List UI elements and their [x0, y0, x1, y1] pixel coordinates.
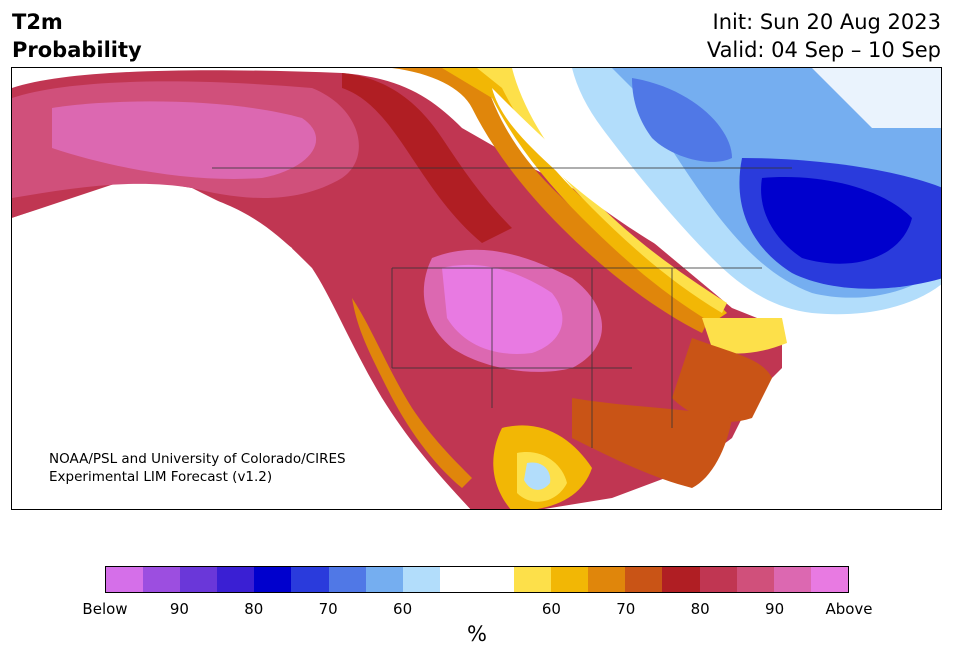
colorbar-cell [736, 567, 774, 592]
colorbar-cell [180, 567, 218, 592]
colorbar-tick-label: 70 [318, 600, 338, 618]
plot-title: T2m Probability [12, 8, 142, 64]
colorbar-unit: % [467, 622, 487, 646]
probability-map [11, 67, 942, 510]
forecast-dates: Init: Sun 20 Aug 2023 Valid: 04 Sep – 10… [707, 8, 941, 64]
colorbar-tick-label: 60 [541, 600, 561, 618]
colorbar-cell [143, 567, 181, 592]
colorbar-cell [402, 567, 440, 592]
colorbar-tick-label: 70 [616, 600, 636, 618]
colorbar-cell [588, 567, 626, 592]
colorbar-tick-label: Above [825, 600, 873, 618]
colorbar-tick-label: 90 [169, 600, 189, 618]
colorbar-cell [699, 567, 737, 592]
map-credit: NOAA/PSL and University of Colorado/CIRE… [49, 450, 346, 486]
colorbar-cell [254, 567, 292, 592]
colorbar-cell [551, 567, 589, 592]
colorbar-cell [439, 567, 477, 592]
map-shading [12, 68, 941, 509]
init-date: Init: Sun 20 Aug 2023 [712, 10, 941, 34]
colorbar-cell [514, 567, 552, 592]
credit-line-2: Experimental LIM Forecast (v1.2) [49, 469, 273, 485]
colorbar-cell [217, 567, 255, 592]
colorbar-cell [810, 567, 848, 592]
colorbar-cell [365, 567, 403, 592]
valid-date: Valid: 04 Sep – 10 Sep [706, 38, 941, 62]
colorbar-cell [291, 567, 329, 592]
credit-line-1: NOAA/PSL and University of Colorado/CIRE… [49, 451, 346, 467]
colorbar [105, 566, 849, 593]
colorbar-tick-label: Below [82, 600, 128, 618]
colorbar-tick-label: 60 [393, 600, 413, 618]
title-line-2: Probability [12, 38, 142, 62]
colorbar-tick-label: 80 [690, 600, 710, 618]
colorbar-tick-label: 90 [765, 600, 785, 618]
colorbar-cell [106, 567, 144, 592]
colorbar-cell [476, 567, 515, 592]
colorbar-cell [625, 567, 663, 592]
colorbar-cell [773, 567, 811, 592]
title-line-1: T2m [12, 10, 63, 34]
colorbar-tick-label: 80 [244, 600, 264, 618]
colorbar-cell [328, 567, 366, 592]
colorbar-cell [662, 567, 700, 592]
